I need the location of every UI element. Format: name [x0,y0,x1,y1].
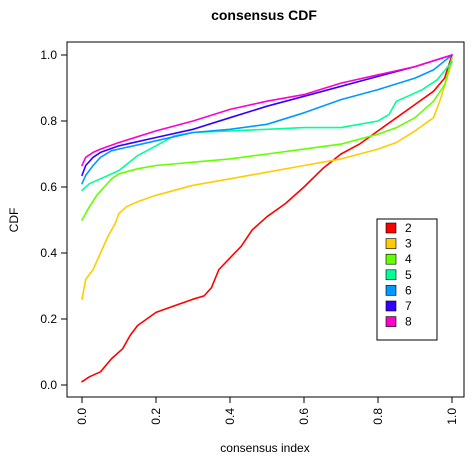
legend-label-4: 4 [405,252,412,266]
legend-swatch-8 [385,316,397,327]
legend-label-3: 3 [405,237,412,251]
series-line-8 [81,54,453,167]
series-line-5 [81,60,453,192]
series-lines [81,54,453,383]
legend-swatch-5 [385,269,397,281]
x-axis: 0.0 0.2 0.4 0.6 0.8 1.0 [75,397,459,425]
series-line-7 [81,54,453,177]
legend-label-7: 7 [405,299,412,313]
x-tick-label: 0.0 [75,408,89,425]
series-line-3 [81,60,453,301]
legend-label-5: 5 [405,268,412,282]
x-tick-label: 1.0 [445,408,459,425]
y-axis: 0.0 0.2 0.4 0.6 0.8 1.0 [40,48,67,392]
series-line-2 [81,54,453,383]
legend-swatch-6 [385,285,397,296]
legend-label-6: 6 [405,283,412,297]
chart-title: consensus CDF [211,7,317,23]
legend-swatch-7 [385,300,397,312]
y-tick-label: 0.0 [40,378,57,392]
y-tick-label: 0.2 [40,312,57,326]
x-tick-label: 0.8 [371,408,385,425]
x-tick-label: 0.4 [223,408,237,425]
y-tick-label: 0.8 [40,114,57,128]
legend-swatch-2 [385,222,397,234]
y-tick-label: 1.0 [40,48,57,62]
x-axis-label: consensus index [220,441,309,455]
legend-swatch-4 [385,253,397,265]
y-tick-label: 0.6 [40,180,57,194]
series-line-4 [81,57,453,221]
y-axis-label: CDF [7,208,21,233]
x-tick-label: 0.2 [149,408,163,425]
y-tick-label: 0.4 [40,246,57,260]
x-tick-label: 0.6 [297,408,311,425]
legend-swatch-3 [385,238,397,249]
legend-label-2: 2 [405,221,412,235]
plot-frame [66,41,465,398]
legend-label-8: 8 [405,315,412,329]
series-line-6 [81,54,453,185]
